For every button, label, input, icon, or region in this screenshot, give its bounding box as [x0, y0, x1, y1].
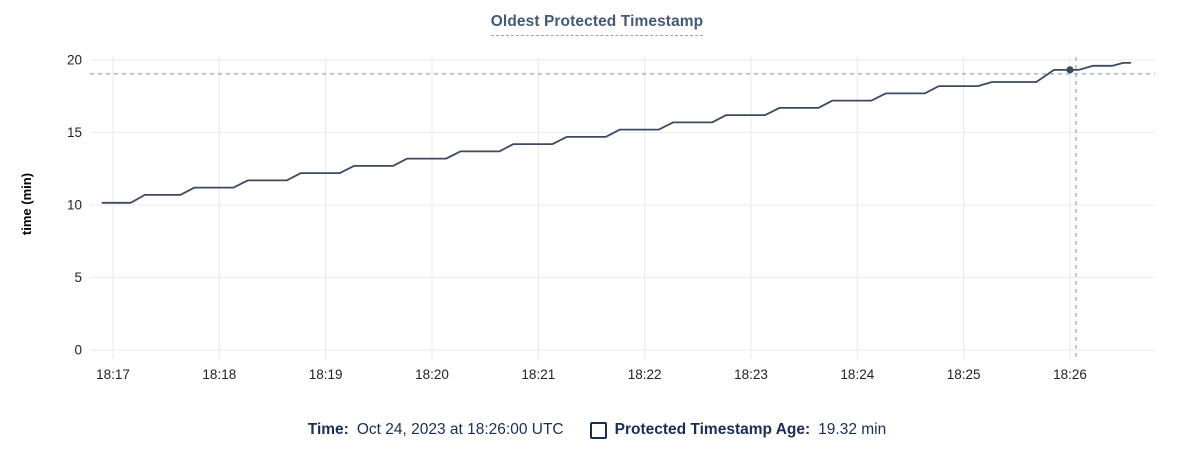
y-tick-label: 15 [67, 125, 82, 140]
chart-header: Oldest Protected Timestamp [0, 13, 1194, 36]
y-tick-label: 20 [67, 53, 82, 68]
legend-time-label: Time: [307, 421, 349, 438]
x-tick-label: 18:24 [840, 367, 874, 382]
x-tick-label: 18:20 [415, 367, 449, 382]
legend-checkbox[interactable] [589, 421, 607, 439]
hover-dot [1066, 66, 1074, 74]
y-axis-title: time (min) [19, 173, 34, 235]
y-tick-label: 0 [74, 343, 82, 358]
x-tick-label: 18:23 [734, 367, 768, 382]
line-chart[interactable]: 0 5 10 15 20 18:17 18:18 18:19 18:20 18:21 18:22 18… [0, 0, 1194, 404]
legend-series-item[interactable]: Protected Timestamp Age: 19.32 min [589, 421, 887, 439]
x-tick-label: 18:21 [521, 367, 555, 382]
legend-time-value: Oct 24, 2023 at 18:26:00 UTC [356, 421, 564, 438]
legend-series-label: Protected Timestamp Age: [614, 421, 811, 438]
x-tick-label: 18:18 [202, 367, 236, 382]
x-tick-label: 18:19 [309, 367, 343, 382]
legend-series-value: 19.32 min [818, 421, 887, 438]
legend-time-item: Time: Oct 24, 2023 at 18:26:00 UTC [308, 421, 564, 439]
x-tick-label: 18:26 [1053, 367, 1087, 382]
chart-title: Oldest Protected Timestamp [490, 13, 704, 36]
y-tick-label: 10 [67, 198, 82, 213]
x-tick-label: 18:17 [96, 367, 130, 382]
x-tick-label: 18:25 [947, 367, 981, 382]
series-line [101, 62, 1132, 204]
x-tick-label: 18:22 [628, 367, 662, 382]
legend: Time: Oct 24, 2023 at 18:26:00 UTC Prote… [0, 414, 1194, 446]
y-tick-label: 5 [74, 270, 82, 285]
